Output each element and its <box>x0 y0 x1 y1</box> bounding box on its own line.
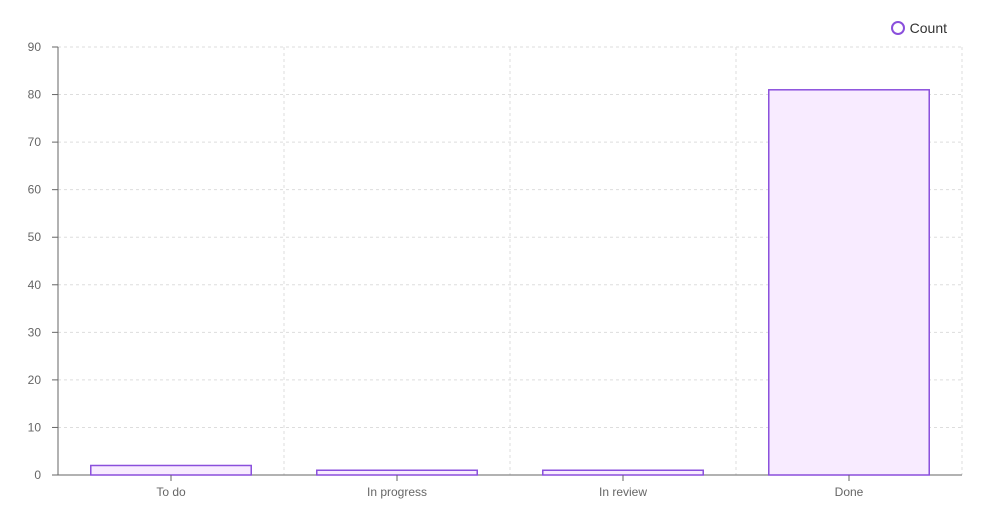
y-tick-label: 20 <box>28 373 42 387</box>
y-tick-label: 90 <box>28 40 42 54</box>
y-tick-label: 70 <box>28 135 42 149</box>
chart-legend[interactable]: Count <box>890 20 947 36</box>
y-tick-label: 0 <box>34 468 41 482</box>
bar-done[interactable] <box>768 89 930 476</box>
y-tick-label: 40 <box>28 278 42 292</box>
legend-label-count: Count <box>909 20 947 36</box>
y-tick-label: 50 <box>28 230 42 244</box>
x-tick-label: In review <box>599 485 647 499</box>
x-tick-label: Done <box>835 485 864 499</box>
legend-marker-count <box>890 21 905 35</box>
bar-to-do[interactable] <box>90 464 252 476</box>
y-tick-label: 30 <box>28 325 42 339</box>
x-tick-label: To do <box>156 485 186 499</box>
y-tick-label: 60 <box>28 183 42 197</box>
bar-in-progress[interactable] <box>316 469 478 476</box>
bar-in-review[interactable] <box>542 469 704 476</box>
x-tick-label: In progress <box>367 485 427 499</box>
y-tick-label: 80 <box>28 88 42 102</box>
y-tick-label: 10 <box>28 420 42 434</box>
